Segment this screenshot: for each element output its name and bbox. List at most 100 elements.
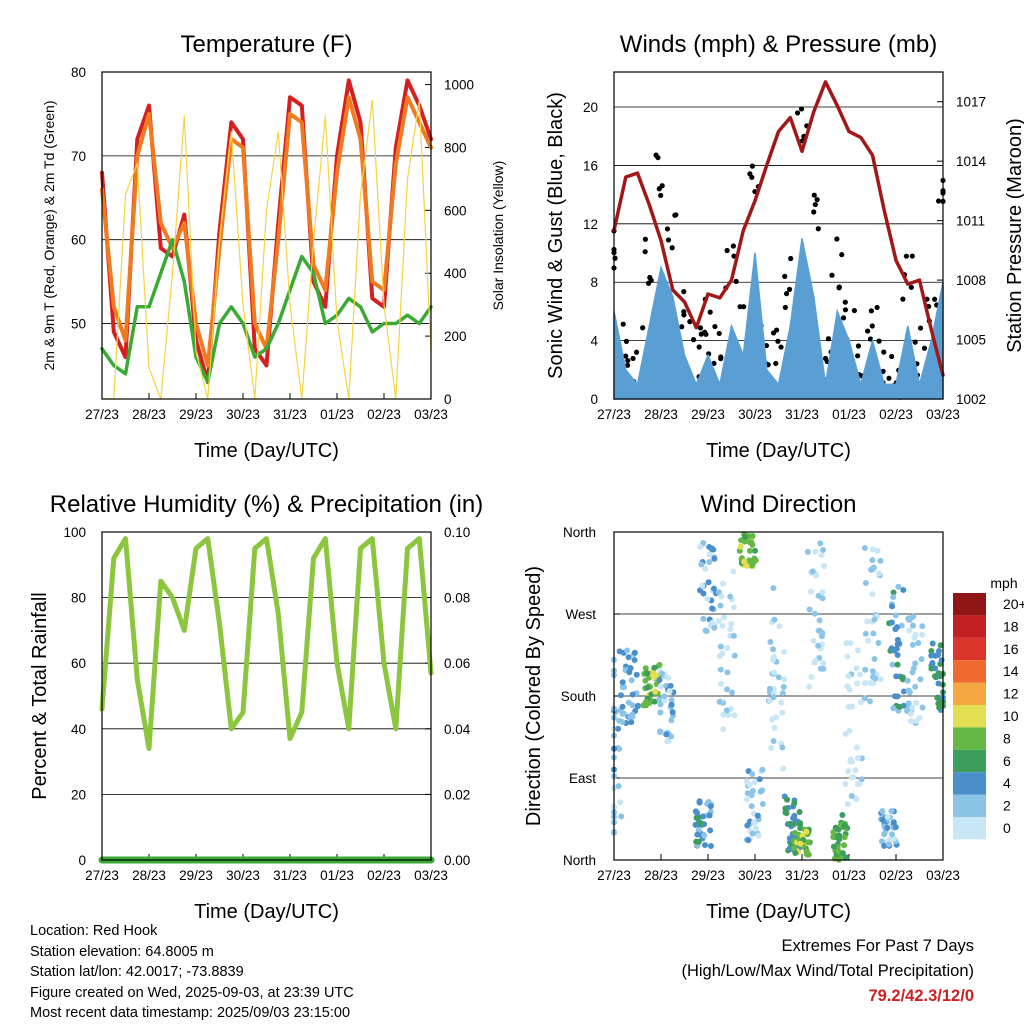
direction-point xyxy=(730,604,737,611)
extremes-subtitle: (High/Low/Max Wind/Total Precipitation) xyxy=(681,962,974,980)
direction-point xyxy=(848,774,855,781)
direction-point xyxy=(870,564,877,571)
direction-point xyxy=(818,552,825,559)
direction-point xyxy=(725,712,732,719)
y-right-tick-label: 1008 xyxy=(956,273,986,288)
x-axis-label-humidity: Time (Day/UTC) xyxy=(194,901,339,923)
direction-point xyxy=(706,812,713,819)
direction-point xyxy=(759,801,766,808)
direction-point xyxy=(716,698,723,705)
direction-point xyxy=(615,783,622,790)
gust-point xyxy=(855,343,862,349)
x-tick-label: 03/23 xyxy=(414,407,448,422)
direction-point xyxy=(820,546,827,553)
direction-point xyxy=(816,617,823,624)
gust-point xyxy=(658,192,664,199)
direction-point xyxy=(756,776,763,783)
direction-point xyxy=(886,836,893,843)
x-tick-label: 29/23 xyxy=(179,868,213,883)
direction-point xyxy=(890,705,897,712)
direction-point xyxy=(624,647,631,654)
direction-point xyxy=(749,788,756,795)
direction-point xyxy=(797,825,804,832)
direction-point xyxy=(748,803,755,810)
direction-point xyxy=(879,807,886,814)
colorbar-swatch xyxy=(953,593,986,616)
direction-point xyxy=(931,673,938,680)
station-latlon: Station lat/lon: 42.0017; -73.8839 xyxy=(30,964,244,980)
direction-point xyxy=(767,639,774,646)
direction-point xyxy=(889,831,896,838)
gust-point xyxy=(812,201,818,208)
y-tick-label: West xyxy=(565,607,596,622)
direction-point xyxy=(842,780,849,787)
direction-point xyxy=(791,845,798,852)
colorbar-swatch xyxy=(953,749,986,773)
direction-point xyxy=(728,621,735,628)
direction-point xyxy=(744,790,751,797)
y-axis-right-label-temperature: Solar Insolation (Yellow) xyxy=(490,161,506,311)
gust-point xyxy=(788,255,794,262)
direction-point xyxy=(751,547,758,554)
direction-point xyxy=(707,827,714,834)
x-tick-label: 30/23 xyxy=(738,407,772,422)
direction-point xyxy=(848,758,855,765)
direction-point xyxy=(771,724,778,731)
direction-point xyxy=(797,820,804,827)
direction-point xyxy=(877,676,884,683)
direction-point xyxy=(804,548,811,555)
direction-point xyxy=(862,630,869,637)
direction-point xyxy=(856,780,863,787)
direction-point xyxy=(935,648,942,655)
direction-point xyxy=(806,606,813,613)
direction-point xyxy=(693,838,700,845)
gust-point xyxy=(624,362,631,368)
x-axis-label-winds: Time (Day/UTC) xyxy=(706,440,851,462)
colorbar-swatch xyxy=(953,794,986,817)
gust-point xyxy=(798,106,805,112)
gust-point xyxy=(672,212,678,218)
y-tick-label: North xyxy=(563,525,596,540)
y-right-tick-label: 0.00 xyxy=(444,853,470,868)
direction-point xyxy=(872,675,879,682)
direction-point xyxy=(724,645,731,652)
x-tick-label: 29/23 xyxy=(179,407,213,422)
direction-point xyxy=(657,709,664,716)
colorbar-swatch xyxy=(953,615,986,638)
gust-point xyxy=(707,309,713,315)
direction-point xyxy=(807,588,814,595)
colorbar-label: 6 xyxy=(1003,753,1011,769)
direction-point xyxy=(856,671,863,678)
colorbar-label: 18 xyxy=(1003,618,1019,634)
y-right-tick-label: 200 xyxy=(444,329,467,344)
gust-point xyxy=(724,247,730,254)
direction-point xyxy=(935,700,942,707)
x-tick-label: 27/23 xyxy=(597,868,631,883)
direction-point xyxy=(697,543,704,550)
direction-point xyxy=(910,622,917,629)
x-tick-label: 03/23 xyxy=(926,407,960,422)
direction-point xyxy=(657,728,664,735)
gust-point xyxy=(623,338,630,344)
direction-point xyxy=(861,695,868,702)
direction-point xyxy=(640,702,647,709)
direction-point xyxy=(865,637,872,644)
direction-point xyxy=(812,548,819,555)
x-tick-label: 28/23 xyxy=(644,868,678,883)
gust-point xyxy=(811,192,817,198)
direction-point xyxy=(909,641,916,648)
gust-point xyxy=(782,304,788,311)
direction-point xyxy=(715,589,722,596)
x-tick-label: 01/23 xyxy=(320,868,354,883)
direction-point xyxy=(889,603,896,610)
y-axis-right-label-winds: Station Pressure (Maroon) xyxy=(1004,118,1024,353)
direction-point xyxy=(848,792,855,799)
direction-point xyxy=(839,812,846,819)
direction-point xyxy=(899,674,906,681)
direction-point xyxy=(661,693,668,700)
gust-point xyxy=(811,209,817,215)
x-tick-label: 02/23 xyxy=(367,407,401,422)
direction-point xyxy=(869,557,876,564)
direction-point xyxy=(869,591,876,598)
direction-point xyxy=(699,582,706,589)
